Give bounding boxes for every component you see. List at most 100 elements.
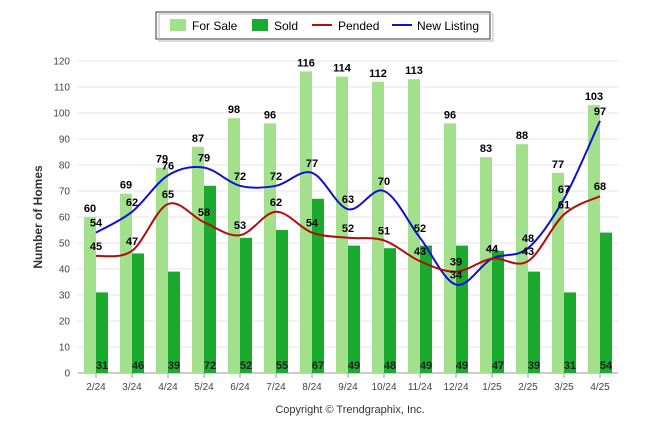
label-pended: 61 [558,199,570,211]
legend-swatch-for-sale [170,19,186,31]
bar-for-sale [372,81,384,374]
label-new-listing: 97 [594,106,606,118]
x-tick-label: 2/24 [86,382,106,393]
y-tick-label: 70 [59,187,71,198]
label-new-listing: 67 [558,184,570,196]
label-sold: 31 [564,360,576,372]
label-sold: 39 [168,360,180,372]
label-new-listing: 63 [342,194,354,206]
x-tick-label: 4/25 [590,382,610,393]
bar-for-sale [588,105,600,373]
label-new-listing: 76 [162,160,174,172]
bar-for-sale [552,172,564,373]
y-axis-title: Number of Homes [31,165,45,269]
label-for-sale: 60 [84,203,96,215]
label-for-sale: 96 [444,109,456,121]
label-sold: 31 [96,360,108,372]
x-tick-label: 11/24 [408,382,433,393]
bar-for-sale [84,217,96,373]
bar-sold [96,292,108,373]
label-for-sale: 114 [333,63,352,75]
x-tick-label: 3/24 [122,382,142,393]
label-pended: 68 [594,181,606,193]
label-sold: 52 [240,360,252,372]
label-pended: 44 [486,244,499,256]
bar-sold [528,271,540,373]
label-sold: 49 [420,360,432,372]
bar-sold [276,230,288,373]
bar-sold [420,245,432,373]
label-for-sale: 112 [369,68,387,80]
label-new-listing: 54 [90,218,103,230]
bar-for-sale [264,123,276,374]
label-new-listing: 70 [378,176,390,188]
label-for-sale: 69 [120,180,132,192]
label-for-sale: 87 [192,133,204,145]
label-sold: 47 [492,360,504,372]
legend-label-sold: Sold [274,19,298,33]
y-tick-label: 80 [59,161,71,172]
label-pended: 58 [198,207,210,219]
label-for-sale: 98 [228,104,240,116]
label-pended: 54 [306,218,319,230]
label-sold: 67 [312,360,324,372]
y-tick-label: 90 [59,135,71,146]
label-new-listing: 44 [486,244,499,256]
label-pended: 65 [162,189,174,201]
label-sold: 49 [456,360,468,372]
line-pended [95,195,601,273]
plot-area: 0 10 20 30 40 50 60 70 80 90 100 110 120 2/24 3/24 4/24… [53,57,618,393]
label-new-listing: 72 [234,171,246,183]
label-new-listing: 52 [414,223,426,235]
x-tick-label: 6/24 [230,382,250,393]
line-new-listing [95,120,601,286]
label-new-listing: 77 [306,158,318,170]
label-pended: 51 [378,225,390,237]
legend-label-pended: Pended [338,19,379,33]
bar-sold [204,185,216,373]
y-tick-label: 120 [53,57,70,68]
bar-for-sale [228,118,240,373]
label-pended: 52 [342,223,354,235]
x-tick-label: 1/25 [482,382,502,393]
label-pended: 39 [450,257,462,269]
label-pended: 43 [522,246,534,258]
x-tick-label: 9/24 [338,382,358,393]
label-pended: 47 [126,236,138,248]
legend-label-for-sale: For Sale [192,19,238,33]
bar-for-sale [156,167,168,373]
x-tick-label: 2/25 [518,382,538,393]
label-for-sale: 113 [405,65,423,77]
bar-sold [492,250,504,373]
x-tick-label: 10/24 [371,382,396,393]
label-pended: 53 [234,220,246,232]
bar-for-sale [444,123,456,374]
label-new-listing: 62 [126,197,138,209]
y-tick-label: 40 [59,265,71,276]
x-tick-label: 3/25 [554,382,574,393]
bar-sold [312,198,324,373]
x-tick-label: 8/24 [302,382,322,393]
label-for-sale: 77 [552,159,564,171]
x-tick-label: 12/24 [443,382,468,393]
label-for-sale: 96 [264,109,276,121]
bar-sold [456,245,468,373]
x-tick-label: 7/24 [266,382,286,393]
label-new-listing: 79 [198,153,210,165]
label-sold: 39 [528,360,540,372]
bar-sold [168,271,180,373]
label-new-listing: 72 [270,171,282,183]
y-tick-label: 20 [59,317,71,328]
y-tick-label: 30 [59,291,71,302]
label-sold: 72 [204,360,216,372]
bar-for-sale [300,71,312,374]
bar-for-sale [516,144,528,373]
y-tick-label: 50 [59,239,71,250]
legend: For Sale Sold Pended New Listing [155,11,494,42]
bar-sold [564,292,576,373]
legend-label-new-listing: New Listing [417,19,479,33]
x-tick-label: 4/24 [158,382,178,393]
y-tick-label: 60 [59,213,71,224]
label-new-listing: 34 [450,270,463,282]
